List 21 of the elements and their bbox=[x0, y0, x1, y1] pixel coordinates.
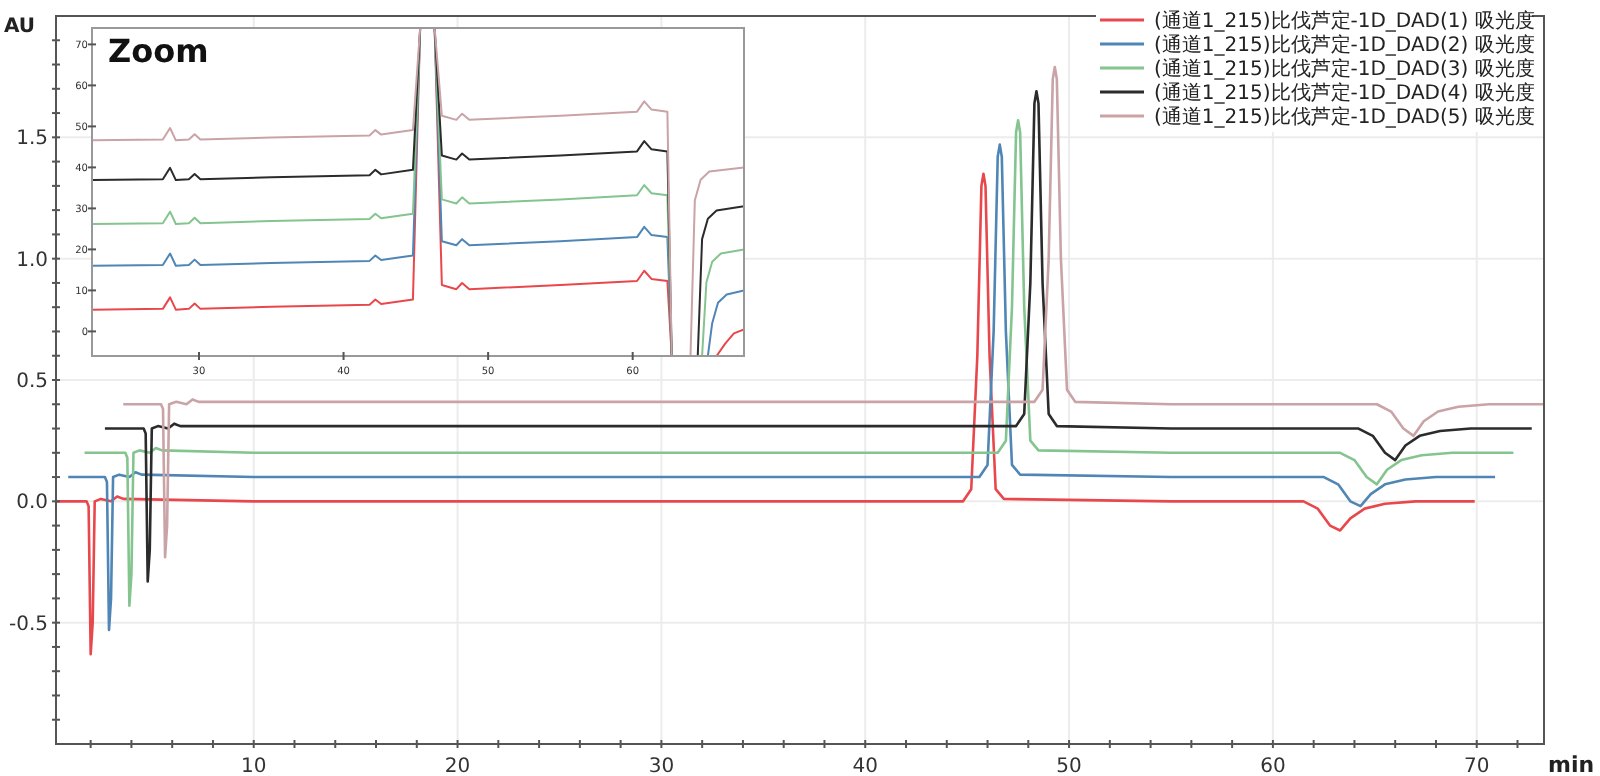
y-tick-label: -0.5 bbox=[8, 613, 48, 636]
x-tick-label: 30 bbox=[648, 756, 675, 776]
y-tick-label: 0.5 bbox=[16, 371, 48, 393]
x-tick-label: 10 bbox=[240, 756, 267, 776]
x-tick-label: 40 bbox=[852, 756, 878, 776]
x-tick-label: 70 bbox=[1464, 756, 1490, 776]
x-axis-title: min bbox=[1548, 752, 1595, 776]
legend-label: (通道1_215)比伐芦定-1D_DAD(4) 吸光度 bbox=[1154, 81, 1535, 105]
y-tick-label: 1.0 bbox=[16, 249, 48, 272]
x-tick-label: 20 bbox=[444, 756, 471, 776]
legend-label: (通道1_215)比伐芦定-1D_DAD(5) 吸光度 bbox=[1154, 105, 1535, 129]
y-tick-label: 1.5 bbox=[16, 128, 48, 151]
chart-title: Zoom bbox=[108, 32, 209, 70]
y-tick-label: 0.0 bbox=[16, 492, 48, 515]
x-tick-label: 60 bbox=[1260, 756, 1286, 776]
legend-label: (通道1_215)比伐芦定-1D_DAD(2) 吸光度 bbox=[1154, 33, 1535, 57]
legend-label: (通道1_215)比伐芦定-1D_DAD(1) 吸光度 bbox=[1154, 9, 1535, 33]
line-series bbox=[92, 28, 744, 356]
y-axis-title: AU bbox=[4, 16, 36, 38]
legend-label: (通道1_215)比伐芦定-1D_DAD(3) 吸光度 bbox=[1154, 57, 1535, 81]
x-tick-label: 50 bbox=[1056, 756, 1082, 776]
